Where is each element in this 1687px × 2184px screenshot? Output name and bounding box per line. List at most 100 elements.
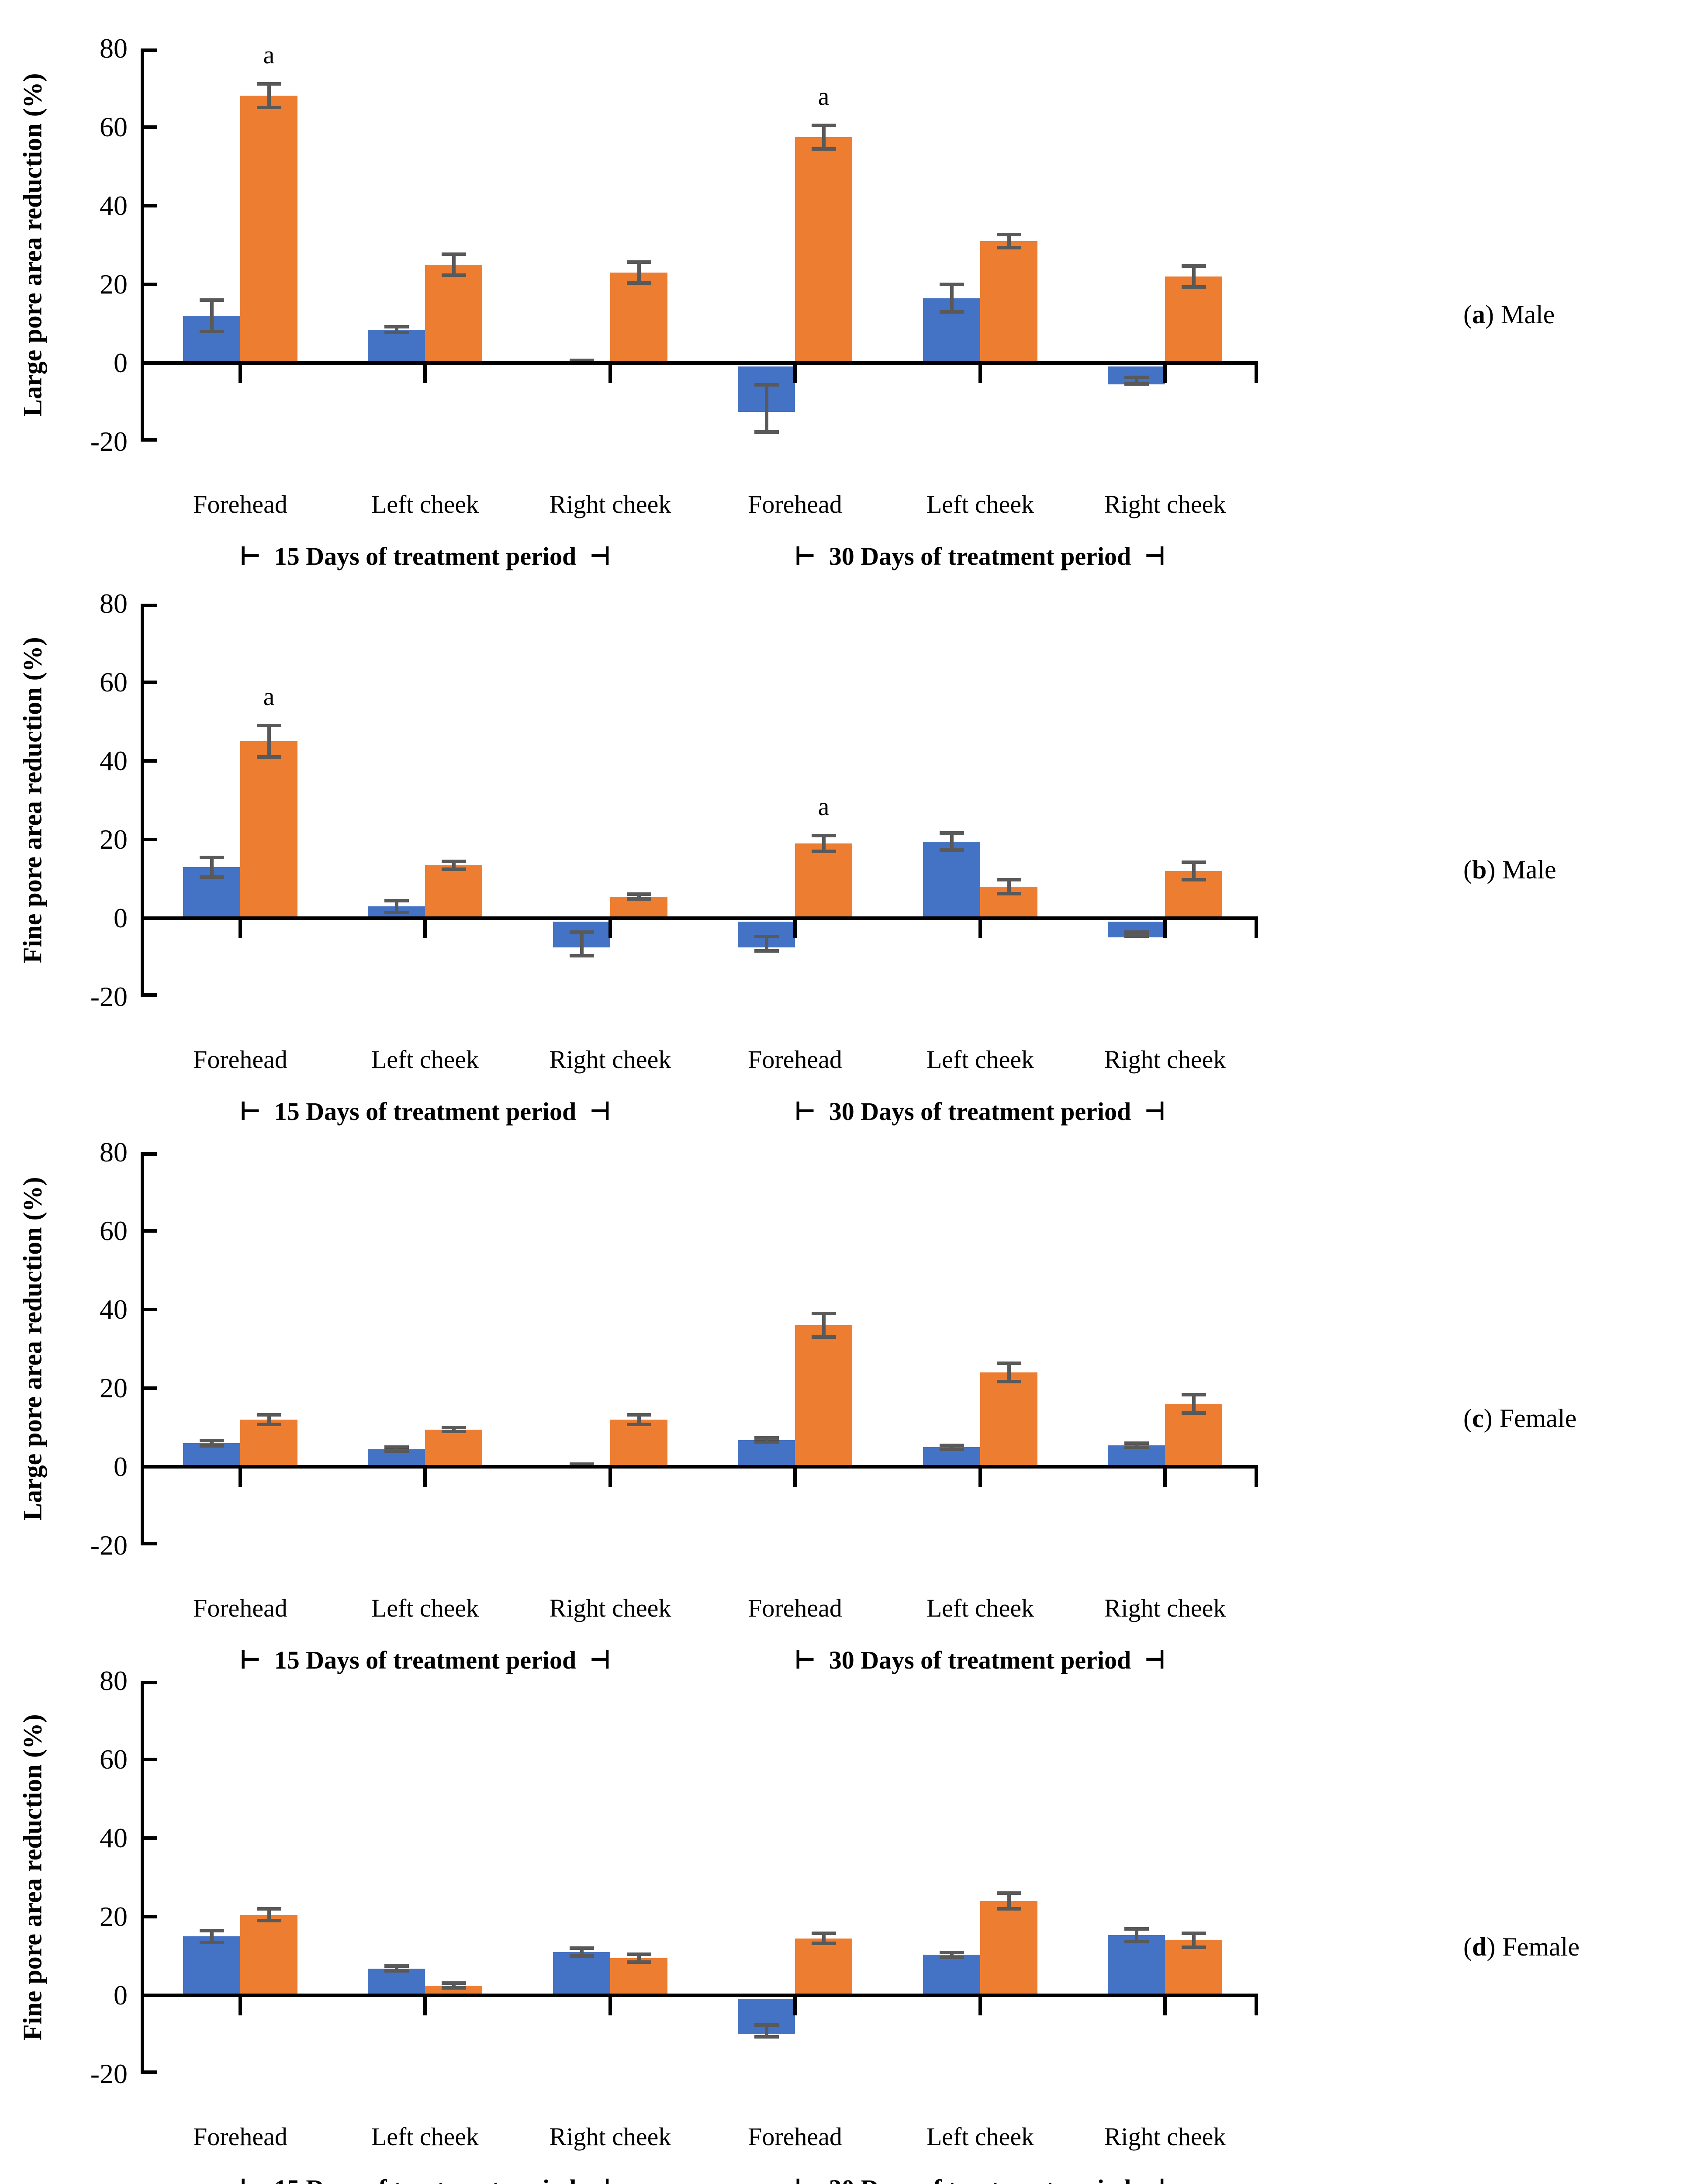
panel-letter: b (1472, 855, 1487, 884)
error-bar-cap (384, 1964, 409, 1968)
y-axis-tick-label: -20 (90, 1530, 128, 1561)
error-bar-line (1192, 1395, 1196, 1413)
error-bar-line (637, 262, 641, 283)
category-label: Right cheek (1104, 1594, 1226, 1622)
y-axis-tick-label: 40 (100, 1294, 128, 1325)
y-axis-title: Fine pore area reduction (%) (18, 637, 47, 964)
x-axis-tick (1163, 1997, 1167, 2015)
y-axis-tick-label: 80 (100, 588, 128, 619)
bar-a-treatment-2 (610, 273, 667, 363)
x-axis-tick (239, 920, 242, 938)
error-bar-cap (996, 1907, 1021, 1911)
error-bar-cap (1124, 1445, 1149, 1449)
y-axis-tick-label: 80 (100, 1665, 128, 1696)
chart-panel-c: Large pore area reduction (%) 80 60 40 20 0 -… (0, 1137, 1687, 1684)
error-bar-cap (199, 1940, 224, 1944)
error-bar-cap (256, 755, 281, 759)
error-bar-cap (811, 1942, 836, 1946)
x-axis-tick (423, 1997, 427, 2015)
bar-c-treatment-1 (425, 1429, 482, 1467)
error-bar-line (267, 1415, 271, 1424)
error-bar-cap (626, 281, 651, 285)
bar-c-treatment-2 (610, 1420, 667, 1467)
category-label: Right cheek (549, 490, 671, 518)
error-bar-line (764, 2025, 768, 2037)
y-axis-tick (144, 204, 157, 207)
error-bar-line (580, 1948, 584, 1956)
panel-letter: c (1472, 1404, 1484, 1433)
error-bar-line (1007, 1893, 1011, 1909)
y-axis-line (141, 604, 144, 997)
error-bar-cap (811, 147, 836, 151)
y-axis-tick (144, 1542, 157, 1545)
significance-label: a (818, 792, 830, 821)
x-axis-tick (978, 365, 982, 383)
error-bar-cap (1181, 285, 1206, 289)
error-bar-cap (1124, 930, 1149, 934)
y-axis-tick-label: -20 (90, 981, 128, 1012)
error-bar-cap (754, 935, 779, 939)
error-bar-cap (256, 1907, 281, 1911)
error-bar-cap (626, 260, 651, 264)
error-bar-cap (256, 106, 281, 109)
y-axis-title: Large pore area reduction (%) (18, 1177, 47, 1521)
y-axis-tick (144, 1386, 157, 1390)
category-label: Forehead (193, 1045, 287, 1074)
error-bar-cap (1124, 934, 1149, 938)
error-bar-cap (441, 1430, 466, 1433)
bar-b-control-4 (923, 841, 980, 918)
error-bar-cap (811, 850, 836, 853)
y-axis-tick-label: 80 (100, 33, 128, 64)
error-bar-cap (569, 930, 594, 934)
y-axis-tick-label: 0 (114, 1451, 128, 1482)
panel-letter: a (1472, 300, 1485, 329)
error-bar-cap (1124, 1441, 1149, 1445)
bar-d-control-5 (1108, 1935, 1165, 1995)
error-bar-cap (256, 1919, 281, 1922)
y-axis-line (141, 48, 144, 442)
chart-panel-b: Fine pore area reduction (%) 80 60 40 20 0 -2… (0, 588, 1687, 1135)
category-label: Forehead (748, 1594, 842, 1622)
x-axis-tick (423, 920, 427, 938)
error-bar-cap (199, 1928, 224, 1932)
error-bar-line (210, 857, 214, 877)
error-bar-cap (626, 892, 651, 896)
category-label: Left cheek (926, 1594, 1034, 1622)
error-bar-line (267, 726, 271, 757)
panel-paren-open: ( (1463, 1932, 1472, 1961)
x-axis-tick (608, 1469, 612, 1487)
plot-area: 80 60 40 20 0 -20 Forehead Left cheek Right chee… (90, 1137, 1258, 1674)
panel-title: Female (1499, 1404, 1577, 1433)
error-bar-line (394, 1447, 398, 1451)
category-label: Left cheek (926, 2122, 1034, 2151)
x-axis-tick (239, 1997, 242, 2015)
category-label: Forehead (193, 2122, 287, 2151)
error-bar-cap (384, 910, 409, 914)
error-bar-line (267, 1909, 271, 1921)
error-bar-cap (384, 898, 409, 902)
error-bar-line (1134, 1928, 1138, 1942)
bar-d-control-4 (923, 1955, 980, 1995)
error-bar-cap (256, 724, 281, 727)
panel-paren-open: ( (1463, 1404, 1472, 1433)
panel-label: (d) Female (1463, 1932, 1687, 1962)
y-axis-tick (144, 48, 157, 52)
bar-d-control-2 (553, 1952, 610, 1995)
x-axis-tick (608, 1997, 612, 2015)
error-bar-cap (199, 1438, 224, 1442)
error-bar-cap (939, 831, 964, 835)
error-bar-cap (939, 1447, 964, 1451)
x-axis-line (141, 916, 1258, 920)
error-bar-cap (1124, 1939, 1149, 1943)
bar-d-treatment-1 (425, 1985, 482, 1995)
y-axis-tick-label: 60 (100, 1215, 128, 1246)
y-axis-tick (144, 681, 157, 684)
error-bar-cap (384, 330, 409, 334)
error-bar-cap (754, 949, 779, 953)
y-axis-tick (144, 604, 157, 607)
panel-label: (a) Male (1463, 300, 1687, 330)
error-bar-line (764, 384, 768, 432)
y-axis-tick-label: -20 (90, 2058, 128, 2089)
error-bar-line (1134, 932, 1138, 936)
error-bar-cap (1124, 1927, 1149, 1931)
